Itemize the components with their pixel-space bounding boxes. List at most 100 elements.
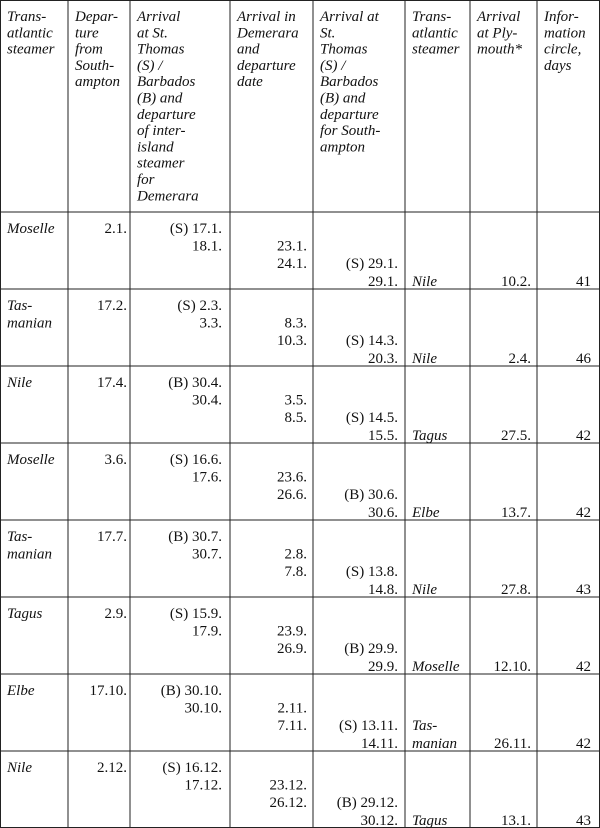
cell-text: 26.11. bbox=[494, 736, 531, 752]
cell-text: (S) 2.3. bbox=[177, 298, 222, 314]
cell-text: 8.3. bbox=[285, 316, 308, 332]
header-text: Arrival at bbox=[319, 9, 380, 25]
cell-text: 43 bbox=[576, 813, 591, 828]
cell-text: (B) 30.4. bbox=[168, 375, 222, 391]
cell-text: 17.4. bbox=[97, 375, 127, 391]
steamer-name: Nile bbox=[6, 760, 32, 776]
cell-text: 7.8. bbox=[285, 564, 308, 580]
cell-text: (S) 17.1. bbox=[170, 221, 222, 237]
cell-text: 14.11. bbox=[361, 736, 398, 752]
cell-text: 27.5. bbox=[501, 428, 531, 444]
header-text: ampton bbox=[75, 74, 120, 90]
header-text: atlantic bbox=[7, 25, 53, 41]
cell-text: 2.12. bbox=[97, 760, 127, 776]
cell-text: 2.4. bbox=[509, 351, 532, 367]
cell-text: 2.11. bbox=[278, 701, 307, 717]
cell-text: 17.6. bbox=[192, 470, 222, 486]
steamer-name: manian bbox=[7, 547, 52, 563]
steamer-name: Nile bbox=[411, 274, 437, 290]
cell-text: (S) 13.8. bbox=[346, 564, 398, 580]
header-text: St. bbox=[320, 25, 335, 41]
cell-text: 17.12. bbox=[185, 778, 223, 794]
header-text: of inter- bbox=[137, 123, 185, 139]
steamer-name: manian bbox=[412, 736, 457, 752]
header-text: ampton bbox=[320, 139, 365, 155]
header-text: at St. bbox=[137, 25, 168, 41]
cell-text: 13.1. bbox=[501, 813, 531, 828]
header-text: departure bbox=[137, 107, 196, 123]
cell-text: 24.1. bbox=[277, 256, 307, 272]
cell-text: 2.8. bbox=[285, 547, 308, 563]
header-text: for South- bbox=[320, 123, 380, 139]
cell-text: 23.6. bbox=[277, 470, 307, 486]
cell-text: (S) 15.9. bbox=[170, 606, 222, 622]
cell-text: 17.2. bbox=[97, 298, 127, 314]
cell-text: 2.9. bbox=[105, 606, 128, 622]
header-text: Trans- bbox=[412, 9, 451, 25]
header-text: departure bbox=[320, 107, 379, 123]
cell-text: 13.7. bbox=[501, 505, 531, 521]
cell-text: 15.5. bbox=[368, 428, 398, 444]
cell-text: 41 bbox=[576, 274, 591, 290]
header-text: Infor- bbox=[543, 9, 579, 25]
header-text: and bbox=[237, 42, 260, 58]
cell-text: 8.5. bbox=[285, 410, 308, 426]
cell-text: (B) 29.12. bbox=[337, 795, 398, 811]
cell-text: 29.1. bbox=[368, 274, 398, 290]
header-text: circle, bbox=[544, 42, 581, 58]
header-text: steamer bbox=[7, 42, 55, 58]
cell-text: 42 bbox=[576, 659, 591, 675]
cell-text: 30.6. bbox=[368, 505, 398, 521]
header-text: steamer bbox=[137, 156, 185, 172]
header-text: Depar- bbox=[74, 9, 118, 25]
header-text: mouth* bbox=[477, 42, 523, 58]
header-text: Trans- bbox=[7, 9, 46, 25]
steamer-name: Tagus bbox=[7, 606, 42, 622]
header-text: at Ply- bbox=[477, 25, 517, 41]
cell-text: 12.10. bbox=[494, 659, 532, 675]
cell-text: 42 bbox=[576, 428, 591, 444]
header-text: island bbox=[137, 139, 174, 155]
header-text: Demerara bbox=[236, 25, 299, 41]
cell-text: (S) 13.11. bbox=[339, 718, 398, 734]
cell-text: (S) 16.12. bbox=[162, 760, 222, 776]
header-text: departure bbox=[237, 58, 296, 74]
cell-text: (S) 14.3. bbox=[346, 333, 398, 349]
header-text: (B) and bbox=[320, 91, 366, 107]
cell-text: 23.9. bbox=[277, 624, 307, 640]
header-text: atlantic bbox=[412, 25, 458, 41]
header-text: Arrival bbox=[476, 9, 520, 25]
steamer-name: Tas- bbox=[7, 298, 32, 314]
cell-text: 17.10. bbox=[90, 683, 128, 699]
cell-text: 42 bbox=[576, 736, 591, 752]
cell-text: 10.3. bbox=[277, 333, 307, 349]
header-text: Thomas bbox=[137, 42, 185, 58]
cell-text: 26.9. bbox=[277, 641, 307, 657]
header-text: ture bbox=[75, 25, 99, 41]
cell-text: 20.3. bbox=[368, 351, 398, 367]
header-text: Thomas bbox=[320, 42, 368, 58]
header-text: (S) / bbox=[320, 58, 347, 74]
cell-text: 10.2. bbox=[501, 274, 531, 290]
steamer-name: Tagus bbox=[412, 813, 447, 828]
cell-text: 17.9. bbox=[192, 624, 222, 640]
header-text: South- bbox=[75, 58, 114, 74]
steamer-name: Elbe bbox=[411, 505, 440, 521]
cell-text: 23.1. bbox=[277, 239, 307, 255]
steamer-name: Moselle bbox=[6, 221, 55, 237]
cell-text: 18.1. bbox=[192, 239, 222, 255]
cell-text: 43 bbox=[576, 582, 591, 598]
steamer-name: Tagus bbox=[412, 428, 447, 444]
cell-text: 2.1. bbox=[105, 221, 128, 237]
steamer-name: Nile bbox=[6, 375, 32, 391]
steamer-name: Elbe bbox=[6, 683, 35, 699]
cell-text: 26.12. bbox=[270, 795, 308, 811]
cell-text: (S) 14.5. bbox=[346, 410, 398, 426]
header-text: Arrival in bbox=[236, 9, 296, 25]
header-text: steamer bbox=[412, 42, 460, 58]
cell-text: 17.7. bbox=[97, 529, 127, 545]
steamer-name: Moselle bbox=[6, 452, 55, 468]
cell-text: (S) 29.1. bbox=[346, 256, 398, 272]
